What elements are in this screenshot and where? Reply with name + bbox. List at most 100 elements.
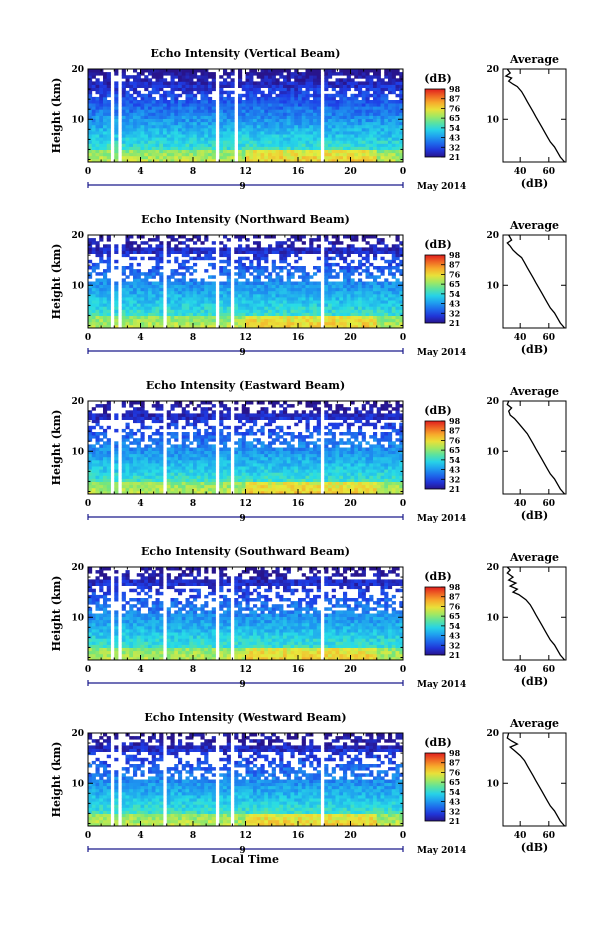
- heatmap-cell: [261, 128, 265, 131]
- heatmap-cell: [219, 100, 223, 104]
- heatmap-cell: [163, 72, 167, 76]
- heatmap-cell: [351, 288, 355, 292]
- heatmap-cell: [234, 313, 238, 317]
- heatmap-cell: [268, 137, 272, 141]
- heatmap-cell: [257, 291, 261, 295]
- heatmap-cell: [343, 235, 347, 239]
- heatmap-cell: [328, 150, 332, 154]
- heatmap-cell: [182, 140, 186, 144]
- heatmap-cell: [261, 266, 265, 270]
- heatmap-cell: [114, 417, 118, 421]
- heatmap-cell: [328, 85, 332, 89]
- heatmap-cell: [302, 313, 306, 317]
- heatmap-cell: [182, 78, 186, 82]
- heatmap-cell: [249, 94, 253, 98]
- heatmap-cell: [182, 300, 186, 304]
- heatmap-cell: [174, 448, 178, 452]
- heatmap-cell: [227, 119, 231, 123]
- heatmap-cell: [182, 278, 186, 282]
- heatmap-cell: [291, 288, 295, 292]
- heatmap-cell: [204, 78, 208, 82]
- heatmap-cell: [126, 109, 130, 113]
- heatmap-cell: [324, 294, 328, 298]
- heatmap-cell: [332, 106, 336, 110]
- heatmap-cell: [212, 282, 216, 286]
- heatmap-cell: [103, 322, 107, 326]
- heatmap-cell: [133, 322, 137, 326]
- heatmap-cell: [246, 257, 250, 261]
- heatmap-cell: [182, 313, 186, 317]
- heatmap-cell: [223, 272, 227, 276]
- heatmap-cell: [182, 137, 186, 141]
- heatmap-cell: [141, 143, 145, 147]
- heatmap-cell: [182, 134, 186, 138]
- heatmap-cell: [163, 97, 167, 101]
- heatmap-cell: [313, 143, 317, 147]
- heatmap-cell: [99, 313, 103, 317]
- heatmap-cell: [377, 85, 381, 89]
- heatmap-cell: [246, 251, 250, 255]
- heatmap-cell: [122, 448, 126, 452]
- heatmap-cell: [306, 88, 310, 92]
- heatmap-cell: [309, 247, 313, 251]
- heatmap-cell: [99, 438, 103, 442]
- heatmap-cell: [291, 116, 295, 120]
- heatmap-cell: [141, 303, 145, 307]
- heatmap-cell: [234, 278, 238, 282]
- heatmap-cell: [197, 285, 201, 289]
- heatmap-cell: [223, 116, 227, 120]
- heatmap-cell: [257, 106, 261, 110]
- heatmap-cell: [377, 319, 381, 323]
- heatmap-cell: [208, 275, 212, 279]
- heatmap-cell: [373, 313, 377, 317]
- heatmap-cell: [197, 288, 201, 292]
- heatmap-cell: [276, 316, 280, 320]
- heatmap-cell: [186, 143, 190, 147]
- heatmap-cell: [309, 241, 313, 245]
- heatmap-cell: [294, 91, 298, 95]
- heatmap-cell: [178, 288, 182, 292]
- heatmap-cell: [249, 153, 253, 157]
- heatmap-cell: [126, 457, 130, 461]
- heatmap-cell: [276, 247, 280, 251]
- heatmap-cell: [174, 435, 178, 439]
- heatmap-cell: [182, 260, 186, 264]
- heatmap-cell: [141, 128, 145, 131]
- heatmap-cell: [204, 309, 208, 313]
- heatmap-cell: [204, 85, 208, 89]
- heatmap-cell: [182, 432, 186, 436]
- heatmap-cell: [126, 266, 130, 270]
- heatmap-cell: [366, 69, 370, 73]
- heatmap-cell: [302, 247, 306, 251]
- heatmap-cell: [107, 116, 111, 120]
- heatmap-cell: [279, 297, 283, 301]
- heatmap-cell: [178, 100, 182, 104]
- heatmap-cell: [317, 285, 321, 289]
- heatmap-cell: [159, 457, 163, 461]
- heatmap-cell: [174, 472, 178, 476]
- heatmap-cell: [219, 150, 223, 154]
- heatmap-cell: [253, 291, 257, 295]
- heatmap-cell: [223, 125, 227, 129]
- heatmap-cell: [384, 153, 388, 157]
- heatmap-cell: [392, 122, 396, 126]
- heatmap-cell: [178, 457, 182, 461]
- heatmap-cell: [137, 109, 141, 113]
- heatmap-cell: [369, 106, 373, 110]
- heatmap-cell: [96, 251, 100, 255]
- heatmap-cell: [201, 413, 205, 417]
- heatmap-cell: [152, 294, 156, 298]
- heatmap-cell: [186, 472, 190, 476]
- heatmap-cell: [99, 251, 103, 255]
- heatmap-cell: [186, 156, 190, 160]
- heatmap-cell: [264, 143, 268, 147]
- heatmap-cell: [201, 91, 205, 95]
- heatmap-cell: [388, 285, 392, 289]
- heatmap-cell: [182, 413, 186, 417]
- heatmap-cell: [268, 247, 272, 251]
- heatmap-cell: [204, 288, 208, 292]
- heatmap-cell: [212, 78, 216, 82]
- heatmap-cell: [268, 153, 272, 157]
- heatmap-cell: [141, 150, 145, 154]
- heatmap-cell: [366, 128, 370, 131]
